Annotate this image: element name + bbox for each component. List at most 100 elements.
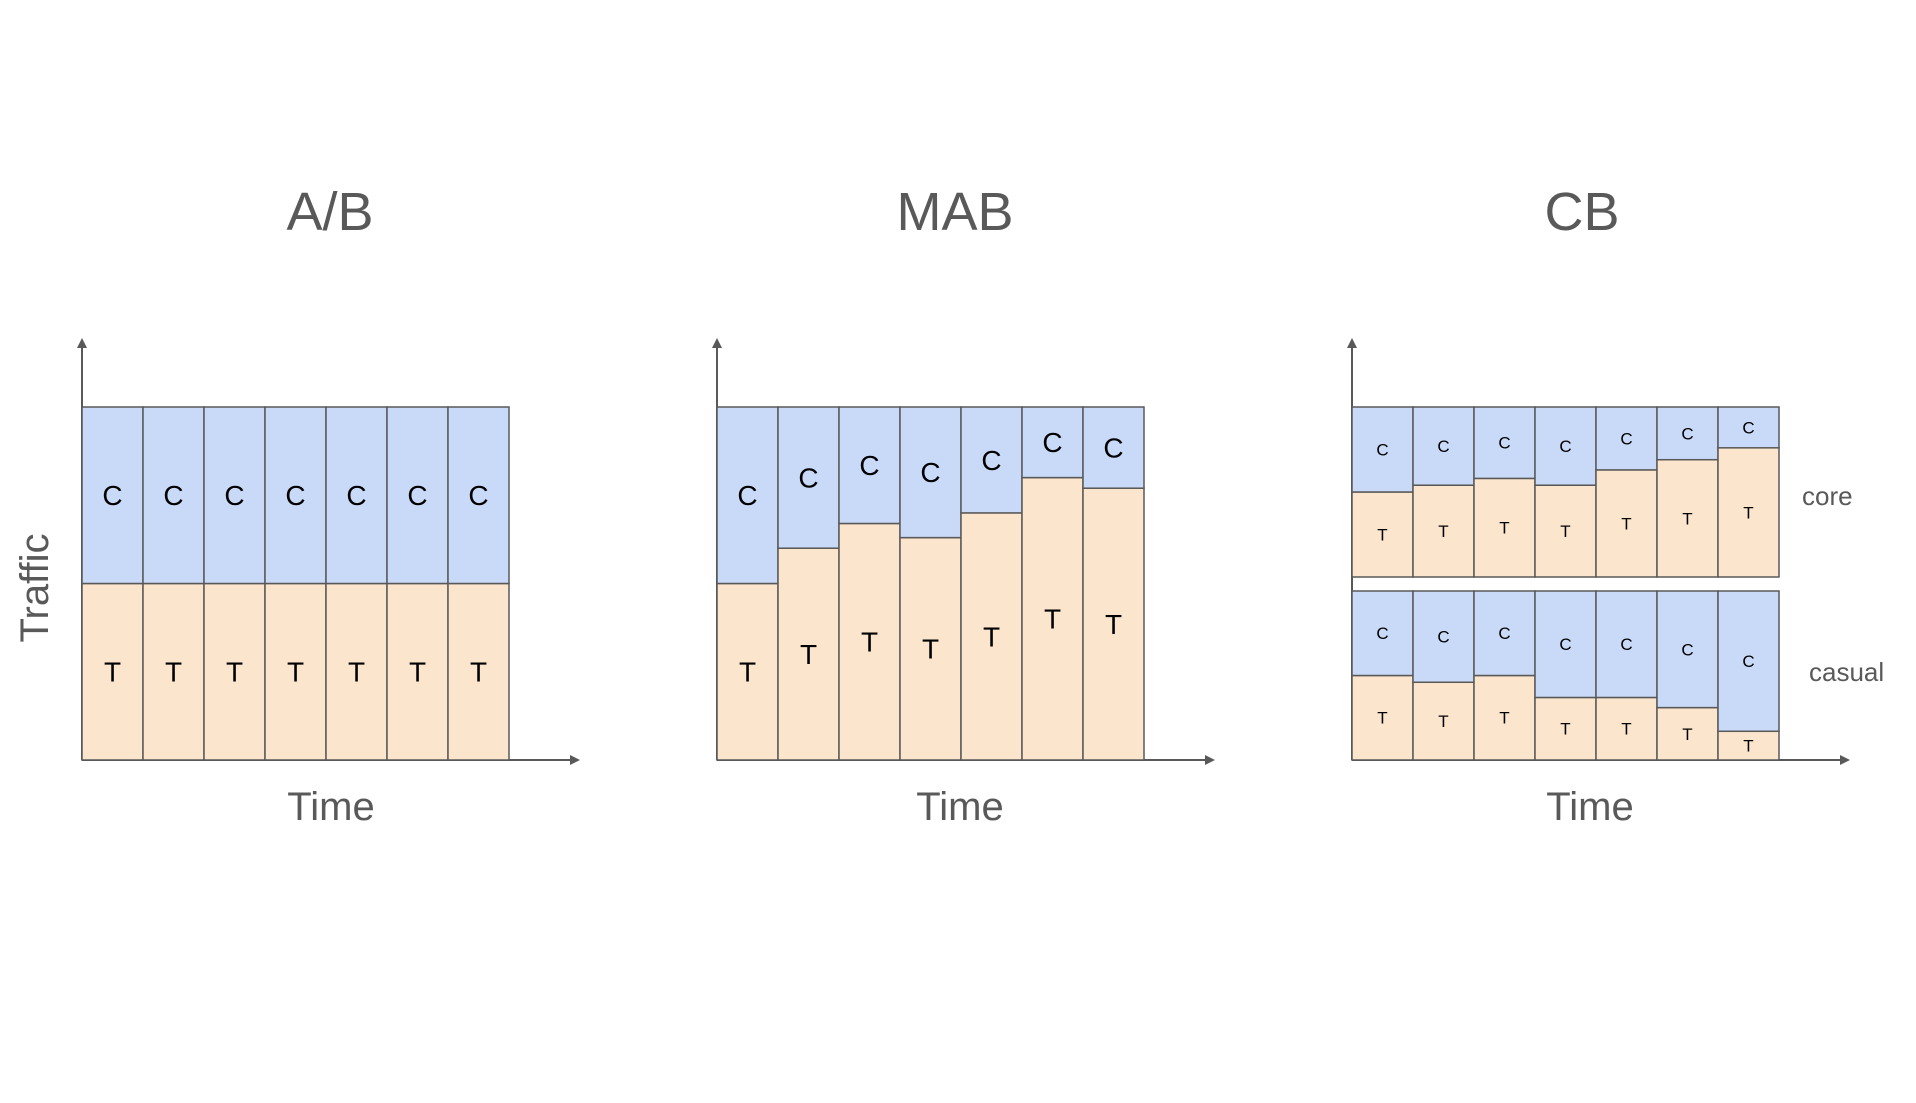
ab-bar-1-t <box>81 582 144 761</box>
bars-layer: T C T C T C T C T C T C T C T C T C T C T C T C T C T C T C T C T C T C T C T C… <box>81 406 1780 761</box>
mab-label-6-c: C <box>1042 427 1062 458</box>
cb-core-label-5-c: C <box>1620 429 1632 448</box>
panel-title-ab: A/B <box>286 182 373 242</box>
mab-bar-6-c <box>1021 406 1084 479</box>
cb-casual-bar-2-t <box>1412 681 1475 761</box>
cb-casual-label-2-t: T <box>1438 712 1448 731</box>
mab-label-7-c: C <box>1103 432 1123 463</box>
mab-bar-5-t <box>960 512 1023 761</box>
ab-label-2-c: C <box>163 480 183 511</box>
panel-title-cb: CB <box>1544 182 1619 242</box>
cb-casual-bar-3-t <box>1473 674 1536 761</box>
ab-bar-6-t <box>386 582 449 761</box>
ab-bar-5-t <box>325 582 388 761</box>
mab-bar-2-t <box>777 547 840 761</box>
cb-core-label-4-c: C <box>1559 437 1571 456</box>
x-axis-label-mab: Time <box>916 785 1003 829</box>
cb-casual-bar-6-c <box>1656 590 1719 709</box>
panel-title-mab: MAB <box>896 182 1013 242</box>
cb-core-label-5-t: T <box>1621 514 1631 533</box>
cb-core-label-3-t: T <box>1499 519 1509 538</box>
cb-core-label-2-t: T <box>1438 522 1448 541</box>
cb-casual-bar-4-t <box>1534 696 1597 761</box>
cb-casual-label-6-t: T <box>1682 725 1692 744</box>
mab-label-4-t: T <box>922 634 939 665</box>
cb-core-bar-4-c <box>1534 406 1597 486</box>
cb-core-bar-2-c <box>1412 406 1475 486</box>
cb-casual-bar-1-t <box>1351 674 1414 761</box>
x-axis-label-cb: Time <box>1546 785 1633 829</box>
cb-casual-label-1-c: C <box>1376 624 1388 643</box>
ab-label-7-t: T <box>470 657 487 688</box>
mab-bar-7-c <box>1082 406 1145 489</box>
ab-bar-4-c <box>264 406 327 585</box>
cb-casual-label-5-t: T <box>1621 720 1631 739</box>
ab-label-1-t: T <box>104 657 121 688</box>
ab-bar-3-t <box>203 582 266 761</box>
cb-casual-label-4-t: T <box>1560 720 1570 739</box>
cb-casual-label-5-c: C <box>1620 635 1632 654</box>
cb-casual-bar-5-c <box>1595 590 1658 699</box>
cb-core-label-3-c: C <box>1498 434 1510 453</box>
mab-label-3-t: T <box>861 627 878 658</box>
mab-label-3-c: C <box>859 450 879 481</box>
cb-core-label-4-t: T <box>1560 522 1570 541</box>
ab-label-7-c: C <box>468 480 488 511</box>
x-axis-label-ab: Time <box>287 785 374 829</box>
mab-label-4-c: C <box>920 457 940 488</box>
group-label-core: core <box>1802 481 1853 511</box>
ab-bar-7-c <box>447 406 510 585</box>
cb-casual-bar-7-t <box>1717 730 1780 761</box>
ab-label-4-c: C <box>285 480 305 511</box>
mab-label-5-t: T <box>983 621 1000 652</box>
ab-label-1-c: C <box>102 480 122 511</box>
cb-casual-bar-6-t <box>1656 706 1719 761</box>
ab-label-5-c: C <box>346 480 366 511</box>
mab-label-5-c: C <box>981 445 1001 476</box>
cb-core-bar-1-t <box>1351 491 1414 578</box>
ab-label-3-c: C <box>224 480 244 511</box>
ab-bar-6-c <box>386 406 449 585</box>
cb-core-bar-1-c <box>1351 406 1414 493</box>
cb-core-bar-7-c <box>1717 406 1780 449</box>
cb-casual-label-6-c: C <box>1681 640 1693 659</box>
cb-core-label-6-c: C <box>1681 424 1693 443</box>
mab-bar-5-c <box>960 406 1023 514</box>
cb-casual-label-3-c: C <box>1498 624 1510 643</box>
ab-label-4-t: T <box>287 657 304 688</box>
cb-core-bar-4-t <box>1534 484 1597 578</box>
ab-bar-7-t <box>447 582 510 761</box>
ab-label-5-t: T <box>348 657 365 688</box>
cb-core-bar-6-c <box>1656 406 1719 461</box>
cb-casual-bar-4-c <box>1534 590 1597 699</box>
ab-label-6-c: C <box>407 480 427 511</box>
cb-core-bar-2-t <box>1412 484 1475 578</box>
mab-label-6-t: T <box>1044 604 1061 635</box>
ab-bar-5-c <box>325 406 388 585</box>
mab-bar-2-c <box>777 406 840 549</box>
cb-casual-label-7-c: C <box>1742 652 1754 671</box>
cb-casual-bar-2-c <box>1412 590 1475 684</box>
ab-label-2-t: T <box>165 657 182 688</box>
group-label-casual: casual <box>1809 657 1884 687</box>
cb-casual-bar-5-t <box>1595 696 1658 761</box>
cb-casual-bar-7-c <box>1717 590 1780 733</box>
ab-label-6-t: T <box>409 657 426 688</box>
cb-casual-label-4-c: C <box>1559 635 1571 654</box>
y-axis-label: Traffic <box>13 534 57 643</box>
cb-casual-label-2-c: C <box>1437 628 1449 647</box>
ab-bar-3-c <box>203 406 266 585</box>
mab-label-1-c: C <box>737 480 757 511</box>
ab-label-3-t: T <box>226 657 243 688</box>
cb-core-label-2-c: C <box>1437 437 1449 456</box>
cb-core-label-1-c: C <box>1376 440 1388 459</box>
cb-core-label-1-t: T <box>1377 525 1387 544</box>
cb-core-bar-5-t <box>1595 469 1658 578</box>
cb-casual-label-7-t: T <box>1743 737 1753 756</box>
cb-core-bar-5-c <box>1595 406 1658 471</box>
cb-core-label-7-t: T <box>1743 503 1753 522</box>
cb-casual-label-1-t: T <box>1377 709 1387 728</box>
ab-bar-2-c <box>142 406 205 585</box>
